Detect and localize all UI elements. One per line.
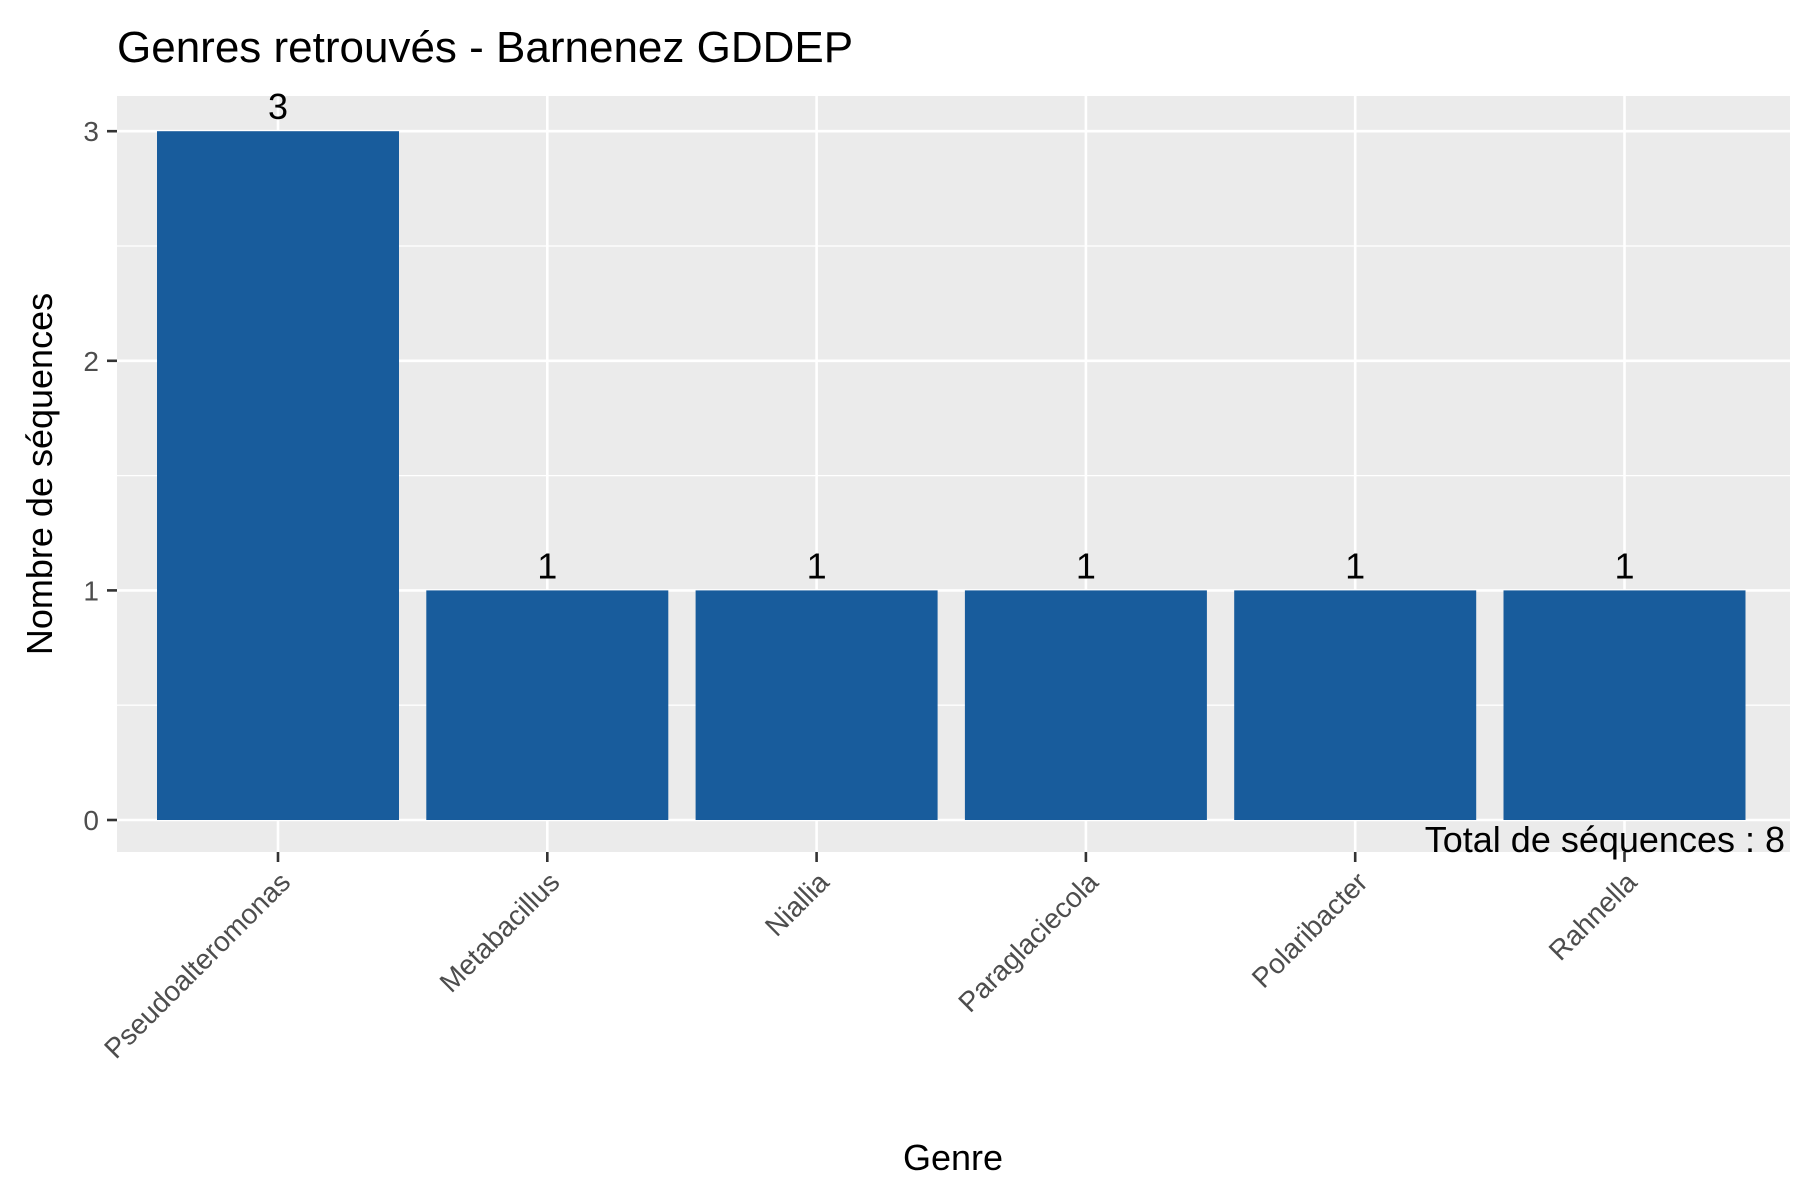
x-tick-label: Niallia xyxy=(759,866,835,942)
y-axis-title: Nombre de séquences xyxy=(19,293,60,655)
bar-rahnella xyxy=(1503,590,1746,820)
y-tick-label: 0 xyxy=(83,805,99,836)
x-axis-title: Genre xyxy=(903,1137,1003,1178)
chart-title: Genres retrouvés - Barnenez GDDEP xyxy=(117,23,853,72)
bar-value-label: 1 xyxy=(1076,545,1096,586)
bar-value-label: 1 xyxy=(537,545,557,586)
bars xyxy=(157,131,1746,820)
bar-value-labels: 3 1 1 1 1 1 xyxy=(268,86,1635,586)
total-annotation: Total de séquences : 8 xyxy=(1425,819,1785,860)
x-axis: Pseudoalteromonas Metabacillus Niallia Para… xyxy=(98,852,1643,1064)
bar-pseudoalteromonas xyxy=(157,131,399,820)
bar-value-label: 1 xyxy=(1345,545,1365,586)
bar-value-label: 3 xyxy=(268,86,288,127)
x-tick-label: Rahnella xyxy=(1543,866,1643,966)
x-tick-label: Paraglaciecola xyxy=(952,866,1104,1018)
bar-niallia xyxy=(695,590,938,820)
y-axis: 0 1 2 3 xyxy=(83,116,117,836)
y-tick-label: 2 xyxy=(83,346,99,377)
x-tick-label: Polaribacter xyxy=(1246,866,1374,994)
bar-metabacillus xyxy=(426,590,669,820)
y-tick-label: 3 xyxy=(83,116,99,147)
x-tick-label: Pseudoalteromonas xyxy=(98,866,296,1064)
bar-value-label: 1 xyxy=(807,545,827,586)
bar-paraglaciecola xyxy=(964,590,1207,820)
bar-value-label: 1 xyxy=(1614,545,1634,586)
x-tick-label: Metabacillus xyxy=(434,866,566,998)
y-tick-label: 1 xyxy=(83,575,99,606)
bar-polaribacter xyxy=(1234,590,1477,820)
